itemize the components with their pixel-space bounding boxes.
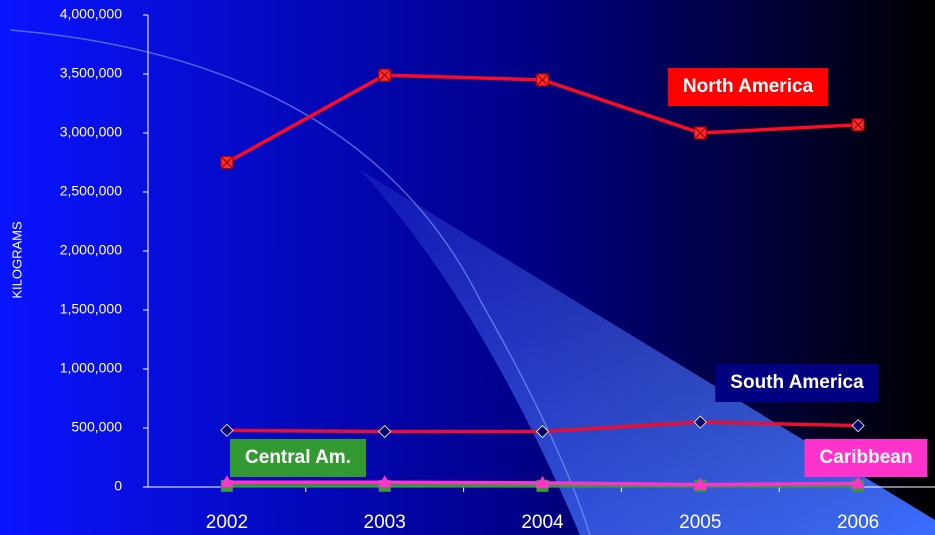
y-tick-label: 2,500,000 [60, 183, 122, 199]
series-label: South America [715, 364, 879, 402]
x-tick-label: 2005 [679, 512, 721, 533]
marker [219, 475, 234, 488]
y-axis-label: KILOGRAMS [9, 221, 24, 299]
series-label-text: South America [730, 372, 864, 393]
series-label: Caribbean [804, 439, 928, 477]
marker-x [851, 118, 865, 132]
series-label-box [667, 68, 829, 106]
marker [693, 477, 708, 490]
marker [536, 73, 549, 87]
decor-sweep [360, 170, 935, 535]
marker [851, 476, 866, 489]
marker [378, 68, 392, 82]
series-label: North America [667, 68, 829, 106]
series-label: Central Am. [230, 439, 366, 477]
x-tick-label: 2003 [364, 512, 406, 533]
marker [378, 424, 392, 439]
series-label-text: Central Am. [245, 447, 351, 468]
series-label-box [804, 439, 928, 477]
marker-x [220, 156, 234, 169]
y-tick-label: 2,000,000 [60, 242, 122, 258]
marker [851, 118, 865, 132]
y-tick-label: 4,000,000 [60, 6, 122, 22]
x-tick-label: 2004 [521, 512, 564, 533]
y-tick-label: 3,500,000 [60, 65, 122, 81]
marker [535, 475, 550, 488]
series-label-text: Caribbean [820, 447, 913, 468]
series-label-text: North America [683, 76, 814, 97]
y-tick-label: 0 [114, 478, 122, 494]
x-tick-label: 2002 [206, 512, 248, 533]
series-label-box [230, 439, 366, 477]
marker [377, 475, 392, 488]
marker [851, 419, 865, 433]
y-tick-label: 500,000 [71, 419, 122, 435]
marker [693, 126, 707, 140]
marker [220, 156, 234, 169]
marker [693, 415, 707, 429]
y-tick-label: 1,500,000 [60, 301, 122, 317]
marker [220, 423, 234, 437]
marker [535, 424, 550, 439]
x-tick-label: 2006 [837, 512, 879, 533]
series-label-box [715, 364, 879, 402]
marker-x [378, 68, 392, 82]
marker-x [693, 126, 707, 140]
y-tick-label: 1,000,000 [60, 360, 122, 376]
marker-x [536, 73, 549, 87]
decor-curve [9, 29, 591, 535]
y-tick-label: 3,000,000 [60, 124, 122, 140]
